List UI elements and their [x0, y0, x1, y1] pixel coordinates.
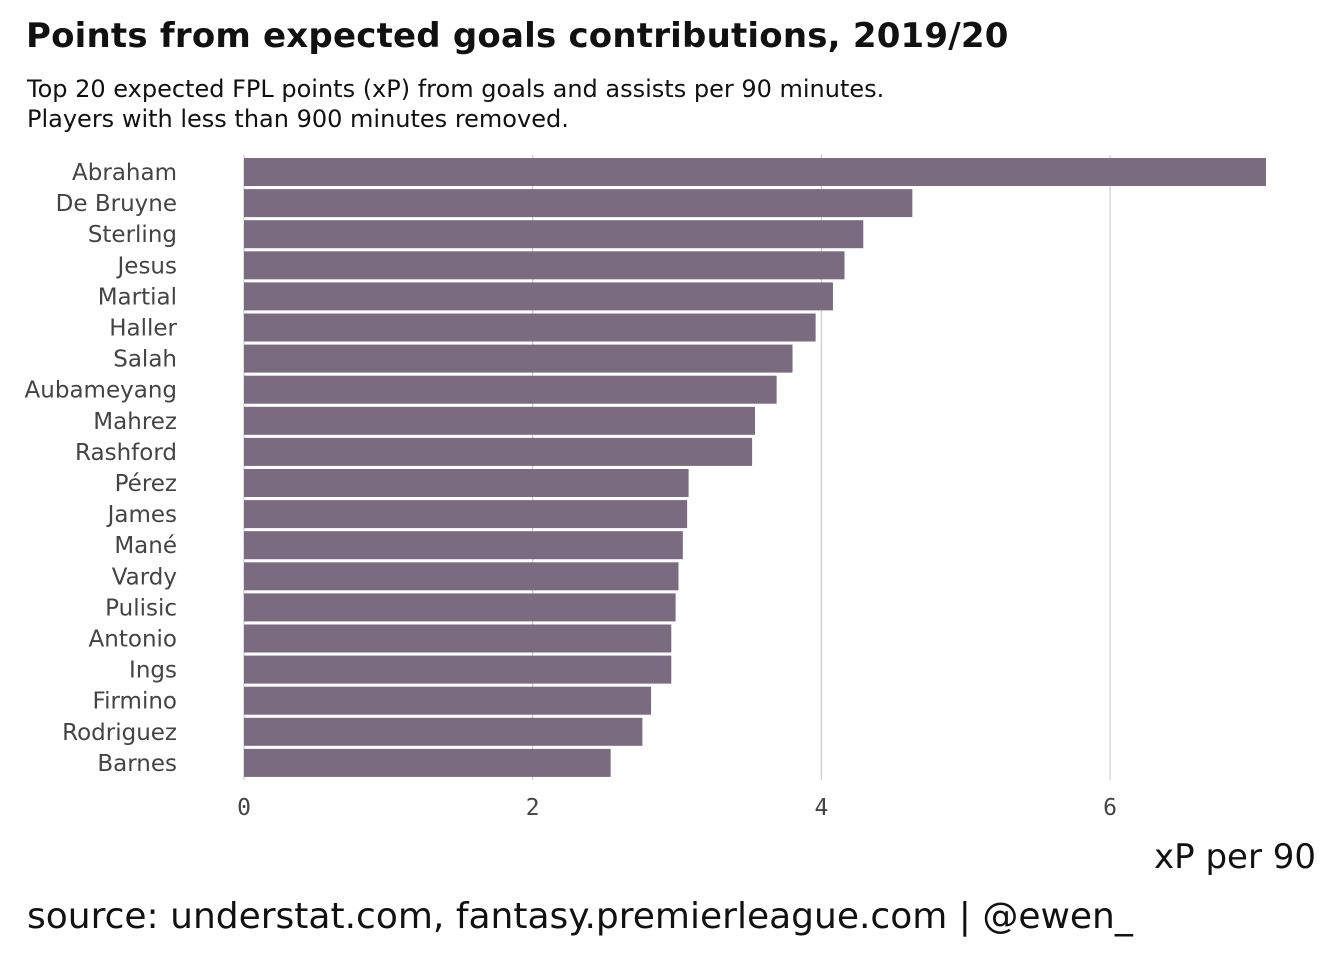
x-tick-labels: 0 2 4 6: [237, 795, 1117, 821]
category-labels: Abraham De Bruyne Sterling Jesus Martial Hall…: [25, 160, 178, 777]
x-axis-title: xP per 90: [1154, 837, 1316, 877]
category-label: Mané: [114, 533, 177, 559]
bar-barnes: [244, 748, 611, 777]
x-tick-label: 2: [526, 795, 540, 821]
x-tick-label: 0: [237, 795, 251, 821]
bar-mahrez: [244, 406, 755, 435]
bar-martial: [244, 282, 833, 311]
bar-aubameyang: [244, 375, 777, 404]
bar-vardy: [244, 562, 679, 591]
bar-rashford: [244, 437, 753, 466]
category-label: De Bruyne: [56, 191, 177, 217]
bar-ings: [244, 655, 672, 684]
chart-subtitle: Top 20 expected FPL points (xP) from goa…: [27, 74, 1127, 134]
category-label: Vardy: [112, 564, 177, 590]
category-label: Rodriguez: [62, 720, 177, 746]
bar-antonio: [244, 624, 672, 653]
category-label: James: [106, 502, 177, 528]
bar-pulisic: [244, 593, 676, 622]
gridlines: [243, 155, 1111, 780]
chart-title: Points from expected goals contributions…: [26, 16, 1009, 56]
bar-salah: [244, 344, 793, 373]
category-label: Salah: [113, 347, 177, 373]
category-label: Haller: [109, 316, 177, 342]
bar-abraham: [244, 158, 1266, 186]
category-label: Jesus: [116, 253, 177, 279]
category-label: Pulisic: [105, 595, 177, 621]
x-tick-label: 6: [1103, 795, 1117, 821]
category-label: Antonio: [89, 627, 177, 653]
category-label: Barnes: [97, 751, 177, 777]
category-label: Martial: [98, 284, 177, 310]
subtitle-line-1: Top 20 expected FPL points (xP) from goa…: [27, 75, 885, 103]
bar-firmino: [244, 686, 652, 715]
category-label: Pérez: [115, 471, 177, 497]
source-caption: source: understat.com, fantasy.premierle…: [27, 896, 1133, 937]
bar-man-: [244, 531, 683, 560]
category-label: Abraham: [72, 160, 177, 186]
bar-jesus: [244, 251, 845, 280]
bar-p-rez: [244, 469, 689, 497]
category-label: Mahrez: [93, 409, 177, 435]
category-label: Firmino: [93, 689, 177, 715]
bars: [244, 158, 1266, 777]
category-label: Sterling: [88, 222, 177, 248]
bar-rodriguez: [244, 717, 643, 746]
category-label: Ings: [129, 658, 177, 684]
x-tick-label: 4: [814, 795, 828, 821]
bar-sterling: [244, 220, 864, 249]
subtitle-line-2: Players with less than 900 minutes remov…: [27, 105, 569, 133]
bar-haller: [244, 313, 816, 342]
bar-james: [244, 500, 688, 529]
bar-chart: Abraham De Bruyne Sterling Jesus Martial Hall…: [25, 155, 1316, 877]
category-label: Aubameyang: [25, 378, 177, 404]
bar-de-bruyne: [244, 189, 913, 218]
category-label: Rashford: [75, 440, 177, 466]
